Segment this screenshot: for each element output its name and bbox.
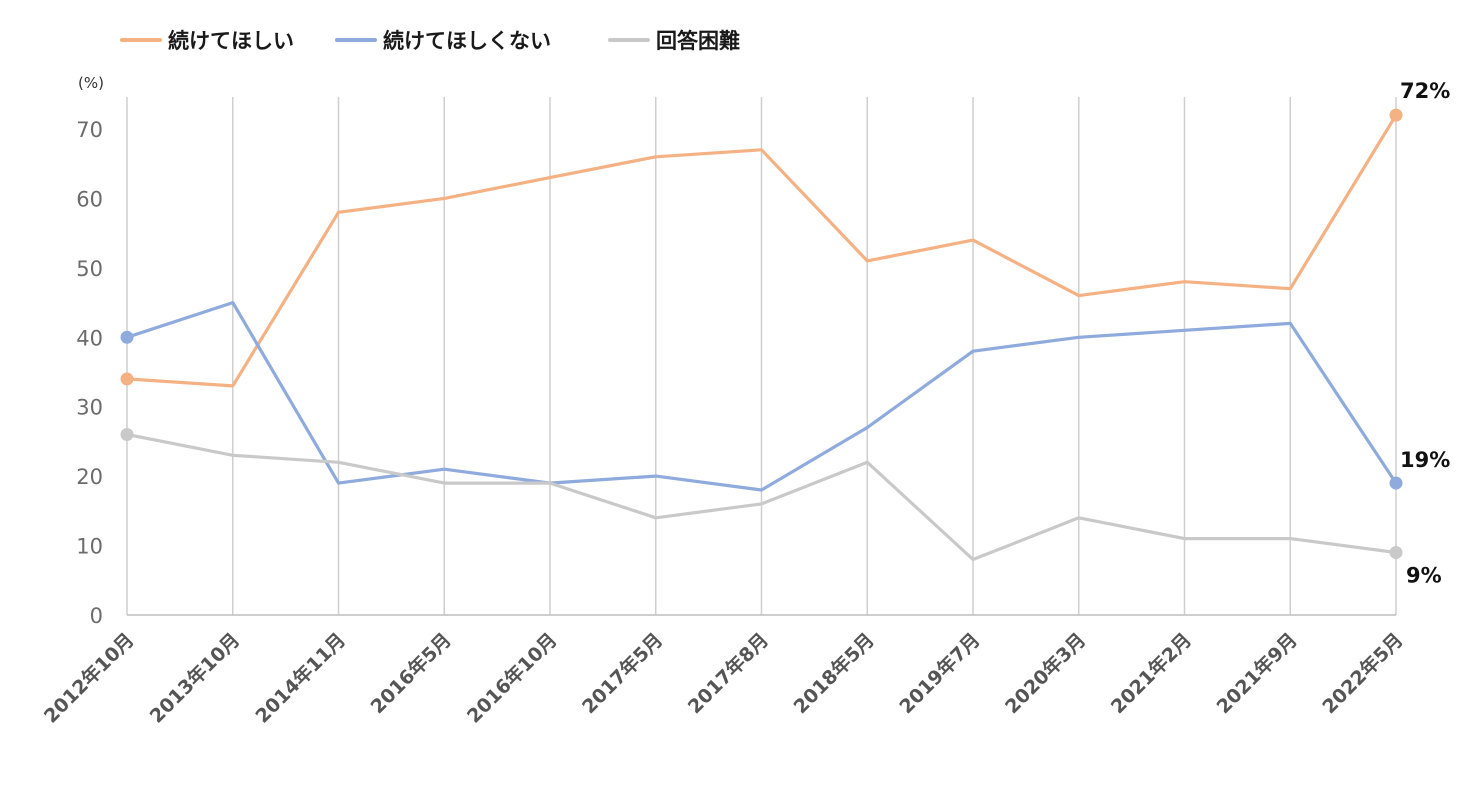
legend-label-1: 続けてほしくない xyxy=(383,29,551,53)
y-tick-label: 70 xyxy=(76,118,103,142)
x-tick-label: 2016年5月 xyxy=(366,628,456,718)
x-tick-label: 2019年7月 xyxy=(895,628,985,718)
series-line-1 xyxy=(125,301,1398,492)
series-layer xyxy=(120,108,1403,562)
end-value-label-2: 9% xyxy=(1406,564,1442,588)
x-tick-label: 2022年5月 xyxy=(1318,628,1408,718)
x-tick-label: 2021年2月 xyxy=(1106,628,1196,718)
x-tick-label: 2013年10月 xyxy=(145,628,244,727)
data-point-marker xyxy=(120,372,134,386)
unit-label: (%) xyxy=(78,74,104,92)
legend-label-0: 続けてほしい xyxy=(168,29,294,53)
x-tick-label: 2014年11月 xyxy=(251,628,350,727)
end-labels: 72% 19% 9% xyxy=(1400,79,1450,587)
end-value-label-1: 19% xyxy=(1400,448,1450,472)
y-tick-label: 50 xyxy=(76,257,103,281)
legend: 続けてほしい 続けてほしくない 回答困難 xyxy=(120,29,740,53)
x-tick-label: 2017年8月 xyxy=(683,628,773,718)
data-point-marker xyxy=(120,427,134,441)
data-point-marker xyxy=(1389,476,1403,490)
y-tick-label: 40 xyxy=(76,326,103,350)
x-tick-label: 2018年5月 xyxy=(789,628,879,718)
x-tick-label: 2017年5月 xyxy=(577,628,667,718)
x-tick-label: 2016年10月 xyxy=(462,628,561,727)
data-point-marker xyxy=(120,330,134,344)
end-value-label-0: 72% xyxy=(1400,79,1450,103)
y-tick-label: 10 xyxy=(76,535,103,559)
data-point-marker xyxy=(1389,546,1403,560)
x-tick-label: 2021年9月 xyxy=(1212,628,1302,718)
legend-label-2: 回答困難 xyxy=(656,29,740,53)
y-tick-label: 60 xyxy=(76,187,103,211)
x-axis-ticks: 2012年10月 2013年10月 2014年11月 2016年5月 2016年10月 2… xyxy=(39,628,1407,727)
y-axis-ticks: 0 10 20 30 40 50 60 70 xyxy=(76,118,103,628)
gridlines xyxy=(126,97,1397,616)
series-line-0 xyxy=(125,113,1398,388)
series-line-2 xyxy=(125,432,1398,562)
data-point-marker xyxy=(1389,108,1403,122)
y-tick-label: 30 xyxy=(76,396,103,420)
x-tick-label: 2012年10月 xyxy=(39,628,138,727)
y-tick-label: 0 xyxy=(90,604,103,628)
y-tick-label: 20 xyxy=(76,465,103,489)
x-tick-label: 2020年3月 xyxy=(1000,628,1090,718)
